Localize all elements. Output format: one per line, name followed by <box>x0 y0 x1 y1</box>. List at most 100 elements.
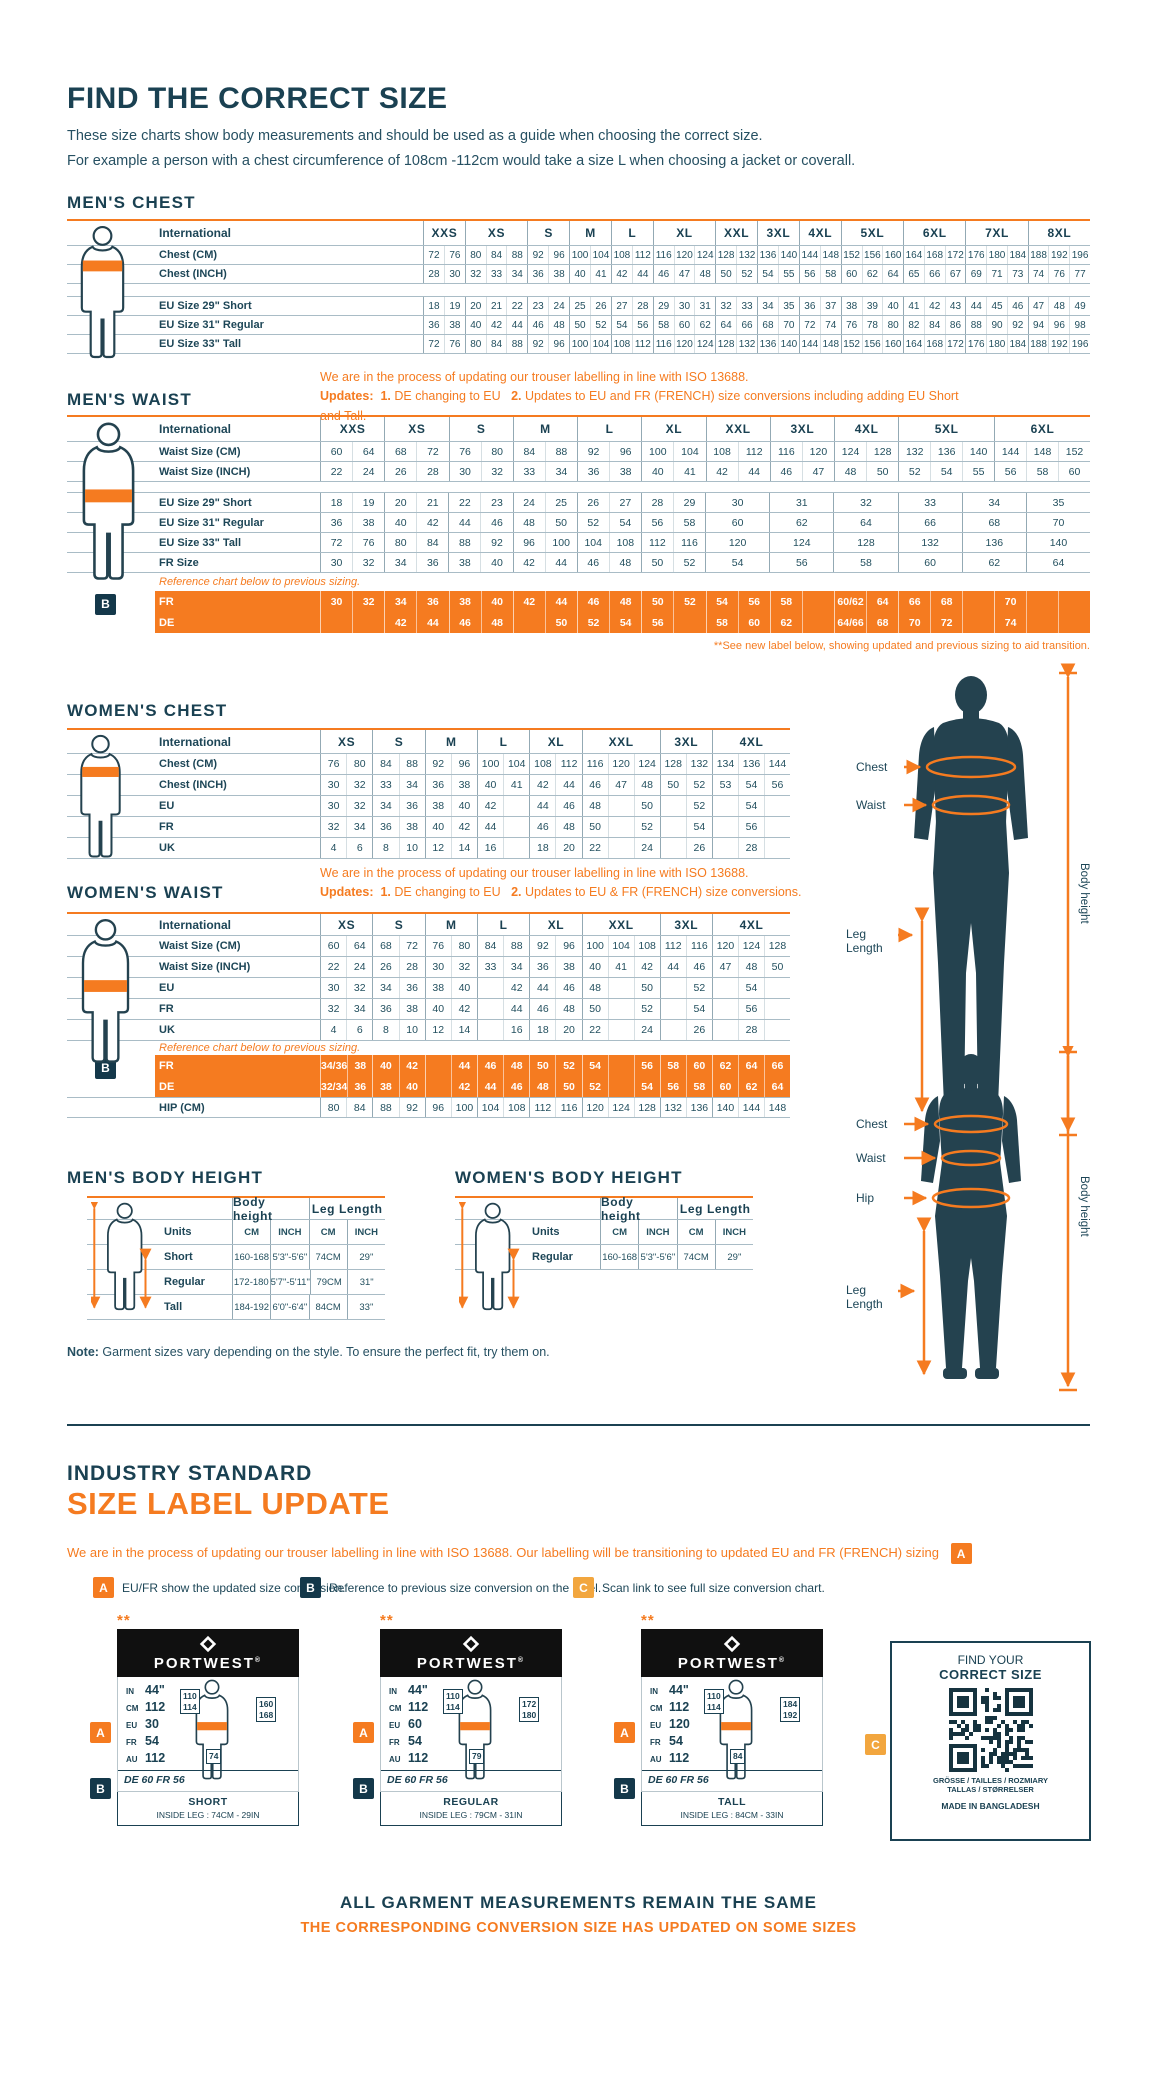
size-cell: 80 <box>882 316 903 334</box>
size-cell-group: 16 <box>476 1020 529 1040</box>
size-cell: 42 <box>398 1055 425 1076</box>
size-cell-group: 40 42 <box>372 1055 424 1076</box>
size-cell: 28 <box>737 838 764 858</box>
size-cell-group: 104 108 <box>576 533 641 552</box>
size-cell-group: 65 66 67 <box>903 265 965 283</box>
qr-langs-2: TALLAS / STØRRELSER <box>947 1785 1034 1794</box>
size-cell: 52 <box>590 316 611 334</box>
column-header: Body height <box>232 1195 309 1223</box>
size-cell: 92 <box>537 940 549 952</box>
size-system: AU <box>126 1755 138 1764</box>
size-cell: 180 <box>986 335 1007 353</box>
size-value: 44" <box>408 1683 428 1697</box>
size-cell: 104 <box>481 1101 500 1114</box>
row-label: EU Size 29" Short <box>159 300 252 312</box>
size-cell: 116 <box>777 445 795 458</box>
row-label: Tall <box>164 1301 183 1313</box>
size-system: EU <box>389 1721 401 1730</box>
size-cell: 56 <box>763 775 790 795</box>
size-cell: 144 <box>763 754 790 774</box>
size-cell: 56 <box>737 817 764 837</box>
size-cell: 112 <box>664 940 682 952</box>
column-header: Body height <box>600 1195 677 1223</box>
size-cell-group: 132 136 <box>659 1098 712 1117</box>
size-cell-group: 30 32 <box>320 978 372 998</box>
size-cell: 26 <box>590 297 611 315</box>
size-cell: 108 <box>503 1098 529 1117</box>
column-header: 7XL <box>965 221 1027 245</box>
size-cell: 79CM <box>316 1276 342 1288</box>
size-cell: 66 <box>923 265 945 283</box>
size-cell: 50 <box>633 978 660 998</box>
size-cell: 18 <box>537 1024 549 1036</box>
size-cell: 10 <box>398 1020 425 1040</box>
size-cell: 38 <box>548 265 569 283</box>
section-divider <box>67 1424 1090 1426</box>
size-cell-group: INCH <box>270 1220 308 1244</box>
size-cell-group: 46 48 <box>529 999 581 1019</box>
table-row: EU Size 33" Tall 72 76 80 84 88 92 96 100 104 108 1… <box>67 533 1090 553</box>
size-cell-group: 40 41 <box>569 265 611 283</box>
size-cell-group: 136 140 <box>757 335 799 353</box>
size-cell: 54 <box>589 1059 601 1072</box>
row-label: Waist Size (INCH) <box>159 465 251 478</box>
size-cell-group: 60 <box>705 513 769 532</box>
table-figure-icon <box>456 1197 520 1311</box>
size-cell-group: 72 76 <box>320 533 384 552</box>
size-cell-group: 92 96 <box>424 754 477 774</box>
table-header-row: International XXS XS S M L XL XXL 3XL 4XL 5XL 6XL 7X… <box>67 221 1090 246</box>
legend-text: Scan link to see full size conversion ch… <box>602 1580 825 1595</box>
size-cell: 37 <box>819 297 841 315</box>
size-cell-group: 116 120 <box>769 442 834 461</box>
size-cell: 42 <box>716 465 728 478</box>
size-cell: 80 <box>470 338 482 350</box>
size-cell: 48 <box>844 465 857 478</box>
size-cell: 176 <box>967 338 985 350</box>
size-cell: 96 <box>548 335 569 353</box>
size-cell: 100 <box>586 940 604 952</box>
size-cell: 42 <box>503 978 529 998</box>
size-cell <box>503 796 529 816</box>
size-cell: 42 <box>523 595 536 608</box>
body-figure-icon <box>71 421 146 591</box>
size-cell: 20 <box>555 1020 581 1040</box>
body-figure-icon <box>71 225 134 368</box>
size-cell: 196 <box>1069 246 1090 264</box>
size-cell: 44 <box>503 999 529 1019</box>
size-cell-group: CM <box>600 1220 638 1244</box>
size-cell: 132 <box>685 754 712 774</box>
size-cell-group: 104 108 <box>476 1098 529 1117</box>
size-cell-group: 100 104 <box>476 754 529 774</box>
mens-waist-note: We are in the process of updating our tr… <box>320 368 980 426</box>
size-cell: 34 <box>394 556 407 569</box>
size-cell: 32 <box>346 775 372 795</box>
size-cell: 41 <box>673 462 705 481</box>
size-cell-group: 88 90 92 <box>965 316 1027 334</box>
size-cell: 120 <box>673 335 695 353</box>
size-cell: 18 <box>330 496 343 509</box>
size-cell: 42 <box>616 268 628 280</box>
size-cell: 148 <box>819 246 841 264</box>
size-row: EU 30 <box>126 1718 165 1731</box>
badge-b: B <box>90 1778 111 1799</box>
size-cell <box>1058 591 1090 612</box>
size-cell: 144 <box>1001 445 1020 458</box>
size-cell: 132 <box>664 1101 682 1114</box>
size-cell: 72 <box>398 936 425 956</box>
column-header: XXL <box>581 914 660 935</box>
size-cell: 84 <box>380 758 392 770</box>
badge-b: B <box>353 1778 374 1799</box>
size-cell-group: 120 <box>705 533 769 552</box>
size-cell: 19 <box>352 493 384 512</box>
size-cell: 46 <box>589 779 601 791</box>
size-cell-group: 5'3"-5'6" <box>270 1245 308 1269</box>
size-value: 54 <box>669 1734 683 1748</box>
row-label: Chest (INCH) <box>159 268 227 280</box>
height-dimension-box: 172 180 <box>519 1697 540 1723</box>
size-cell: 26 <box>685 1020 712 1040</box>
size-value: 54 <box>145 1734 159 1748</box>
size-cell: 14 <box>450 838 477 858</box>
size-system: CM <box>650 1704 663 1713</box>
size-cell: 108 <box>713 445 731 458</box>
column-header: XL <box>529 730 581 753</box>
